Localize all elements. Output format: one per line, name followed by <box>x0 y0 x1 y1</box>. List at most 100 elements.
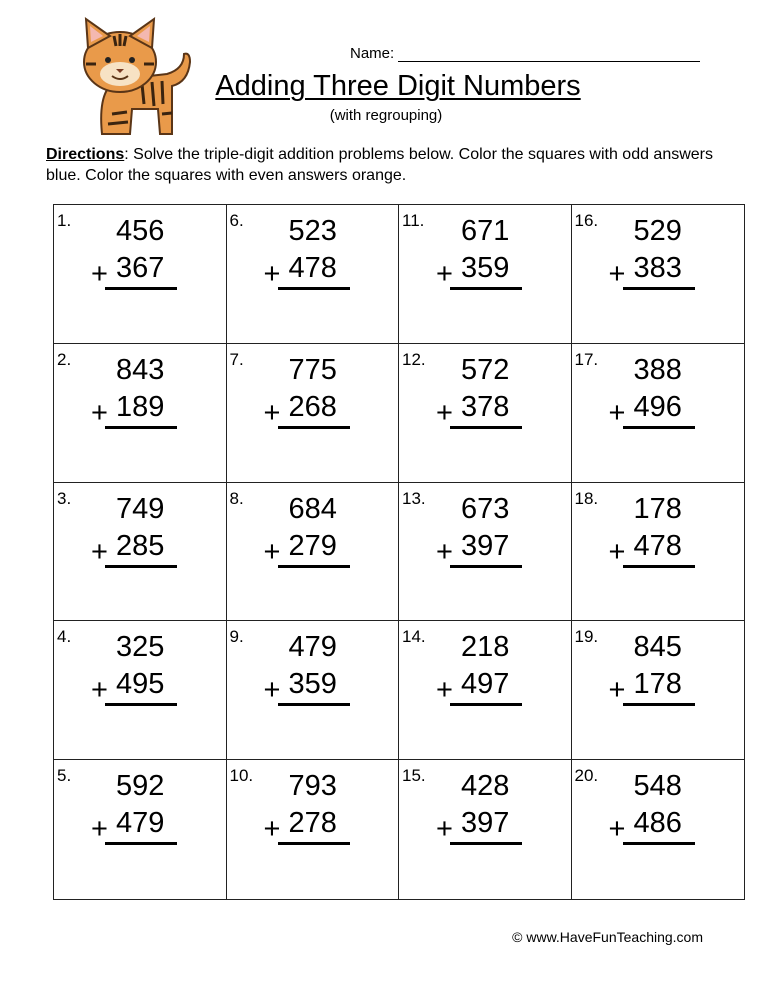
answer-line <box>105 842 177 846</box>
problem-cell[interactable]: 10. 793 +278 <box>227 760 399 899</box>
addend-bottom: 495 <box>116 668 165 701</box>
addend-top: 572 <box>461 353 510 386</box>
problem-cell[interactable]: 16. 529 +383 <box>571 205 744 344</box>
problem-cell[interactable]: 6. 523 +478 <box>226 205 399 344</box>
answer-line <box>277 287 350 290</box>
plus-sign: + <box>608 674 626 707</box>
problem-cell[interactable]: 12. 572 +378 <box>399 343 572 483</box>
answer-line <box>450 842 522 846</box>
copyright-footer: © www.HaveFunTeaching.com <box>512 929 703 945</box>
addend-bottom: 496 <box>633 390 682 423</box>
answer-line <box>622 703 695 707</box>
addend-top: 592 <box>116 770 165 803</box>
addend-bottom: 383 <box>633 252 682 284</box>
problem-number: 14. <box>402 627 426 647</box>
plus-sign: + <box>91 674 108 707</box>
answer-line <box>622 842 695 846</box>
problem-cell[interactable]: 17. 388 +496 <box>571 344 744 483</box>
problem-cell[interactable]: 18. 178 +478 <box>571 483 744 622</box>
addend-top: 845 <box>633 631 682 664</box>
name-line[interactable] <box>398 45 701 62</box>
addend-bottom: 285 <box>116 529 165 562</box>
addend-bottom: 178 <box>633 668 682 701</box>
addend-bottom: 278 <box>288 807 337 840</box>
addend-top: 673 <box>461 492 510 525</box>
answer-line <box>622 425 695 429</box>
problem-cell[interactable]: 9. 479 +359 <box>226 621 399 761</box>
directions: Directions: Solve the triple-digit addit… <box>46 144 746 186</box>
problem-number: 8. <box>229 488 244 508</box>
answer-line <box>450 287 522 290</box>
name-label: Name: <box>350 45 395 62</box>
problem-cell[interactable]: 13. 673 +397 <box>399 482 572 622</box>
problem-cell[interactable]: 7. 775 +268 <box>226 343 399 483</box>
addend-top: 793 <box>288 770 337 803</box>
plus-sign: + <box>263 258 281 290</box>
answer-line <box>277 425 350 429</box>
plus-sign: + <box>436 535 453 568</box>
addend-bottom: 486 <box>633 807 682 840</box>
problem-cell[interactable]: 5. 592 +479 <box>54 760 227 899</box>
addend-bottom: 378 <box>461 390 510 423</box>
problem-cell[interactable]: 1. 456 +367 <box>54 205 227 344</box>
addend-bottom: 478 <box>288 252 337 284</box>
addend-top: 843 <box>116 353 165 386</box>
problem-cell[interactable]: 4. 325 +495 <box>54 621 227 761</box>
answer-line <box>105 703 177 707</box>
directions-text: : Solve the triple-digit addition proble… <box>46 146 714 184</box>
answer-line <box>105 564 177 568</box>
problem-cell[interactable]: 15. 428 +397 <box>399 760 572 899</box>
addend-bottom: 359 <box>288 668 337 701</box>
tiger-cat-icon <box>83 16 192 135</box>
worksheet-subtitle: (with regrouping) <box>329 107 443 124</box>
problem-number: 19. <box>574 627 599 647</box>
problem-number: 17. <box>574 349 599 369</box>
addend-bottom: 497 <box>461 668 510 701</box>
answer-line <box>105 287 177 290</box>
problem-number: 4. <box>57 627 72 647</box>
directions-label: Directions <box>46 146 125 163</box>
addend-bottom: 397 <box>461 529 510 562</box>
plus-sign: + <box>263 813 281 846</box>
problem-number: 6. <box>229 211 244 230</box>
problem-cell[interactable]: 3. 749 +285 <box>54 482 227 622</box>
plus-sign: + <box>608 813 626 846</box>
addend-bottom: 479 <box>116 807 165 840</box>
addend-top: 548 <box>633 770 682 803</box>
worksheet-title: Adding Three Digit Numbers <box>215 70 581 102</box>
problem-cell[interactable]: 19. 845 +178 <box>571 621 744 761</box>
problem-cell[interactable]: 14. 218 +497 <box>399 621 572 761</box>
addend-top: 428 <box>461 770 510 803</box>
problem-cell[interactable]: 11. 671 +359 <box>399 205 572 344</box>
problem-number: 10. <box>229 766 254 786</box>
problem-number: 9. <box>229 627 244 647</box>
problem-number: 7. <box>229 349 244 369</box>
problem-cell[interactable]: 8. 684 +279 <box>226 482 399 622</box>
addend-bottom: 279 <box>288 529 337 562</box>
plus-sign: + <box>91 258 108 290</box>
answer-line <box>105 425 177 429</box>
problem-grid: 1. 456 +367 2. 843 +189 3. 749 +285 4. 325 +495 5. 59… <box>53 204 745 900</box>
addend-top: 671 <box>461 215 510 247</box>
problem-number: 20. <box>574 766 599 786</box>
addend-bottom: 359 <box>461 252 510 284</box>
problem-number: 15. <box>402 766 426 786</box>
answer-line <box>450 564 522 568</box>
problem-number: 2. <box>57 349 72 369</box>
plus-sign: + <box>436 396 453 429</box>
plus-sign: + <box>91 813 108 846</box>
plus-sign: + <box>263 396 281 429</box>
addend-bottom: 268 <box>288 390 337 423</box>
addend-top: 479 <box>288 631 337 664</box>
problem-number: 13. <box>402 488 426 508</box>
problem-cell[interactable]: 20. 548 +486 <box>572 760 745 899</box>
problem-number: 18. <box>574 488 599 508</box>
plus-sign: + <box>608 535 626 568</box>
name-field[interactable]: Name: <box>350 45 701 62</box>
addend-top: 325 <box>116 631 165 664</box>
answer-line <box>450 425 522 429</box>
problem-cell[interactable]: 2. 843 +189 <box>54 343 227 483</box>
plus-sign: + <box>436 258 453 290</box>
plus-sign: + <box>91 535 108 568</box>
